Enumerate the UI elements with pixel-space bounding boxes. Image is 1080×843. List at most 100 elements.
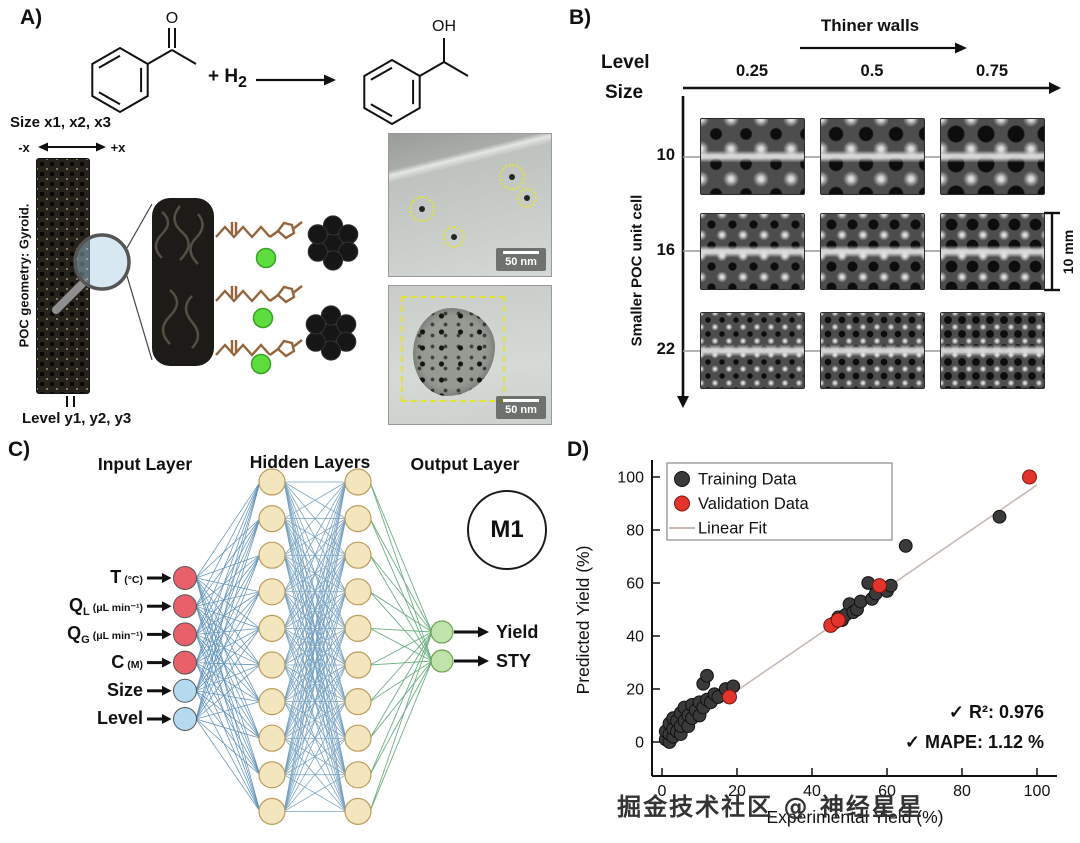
legend-label: Linear Fit: [698, 520, 767, 538]
magnifier-icon: [52, 203, 153, 361]
legend-marker: [674, 495, 690, 512]
y-tick-label: 20: [626, 682, 644, 699]
ionic-liquid-spheres: [250, 247, 277, 375]
scatter-point: [853, 594, 868, 609]
gyroid-sample-16-0.5: [820, 213, 925, 290]
plus-h-text: + H: [208, 66, 239, 87]
legend-box: [666, 462, 893, 541]
plus-h2-label: + H2: [208, 66, 247, 92]
x-axis-title: Experimental Yield (%): [766, 807, 943, 827]
gyroid-sample-22-0.25: [700, 312, 805, 389]
input-label-Size: Size: [106, 679, 143, 700]
input-arrowhead: [162, 685, 172, 696]
x-tick-label: 40: [803, 783, 821, 800]
panel-c-label: C): [8, 438, 31, 461]
output-node-Yield: [430, 620, 454, 644]
network-labels: T (°C) QL (μL min⁻¹) QG (μL min⁻¹) C (M) Size Lev…: [0, 430, 555, 843]
gyroid-sample-22-0.5: [820, 312, 925, 389]
thiner-walls-label: Thiner walls: [820, 16, 920, 35]
scatter-point: [872, 578, 887, 594]
polymer-chain: [215, 285, 303, 304]
acetophenone-structure: [91, 28, 197, 114]
wall-thickness-axis: [683, 82, 1061, 94]
watermark-text: 掘金技术社区 @ 神经星星: [617, 793, 924, 821]
output-node-STY: [430, 649, 454, 673]
polymer-chain: [215, 221, 303, 240]
nanoparticle-highlight-circle: [499, 164, 525, 190]
plus-x-label: +x: [111, 140, 127, 155]
size-value-label: 10: [656, 146, 675, 164]
gyroid-sample-16-0.75: [940, 213, 1045, 290]
zoom-gyroid-texture: [154, 205, 204, 349]
gyroid-grid: 0.25 0.5 0.75 10 16 22: [555, 0, 1080, 430]
scatter-point: [992, 509, 1007, 524]
reaction-arrow: [256, 74, 336, 86]
nanoparticle-highlight-circle: [409, 196, 435, 222]
input-node-QG: [173, 622, 197, 647]
pd-nanoparticle-cluster: [305, 305, 357, 361]
panel-c: C) Input Layer Hidden Layers Output Laye…: [0, 430, 555, 843]
zoom-gyroid-region: [152, 198, 214, 366]
validation-points: [722, 469, 1037, 705]
hidden-nodes: [258, 468, 372, 825]
output-arrowhead: [478, 626, 489, 638]
panel-d-label: D): [567, 438, 590, 461]
edges-input-hidden1: [195, 481, 261, 812]
gyroid-sample-16-0.25: [700, 213, 805, 290]
edges-hidden2-output: [369, 481, 433, 812]
panel-d: D) 0 20 40 60 80 100 0 20 40 60 80 100 Experimental …: [555, 430, 1080, 843]
input-arrowhead: [162, 573, 172, 583]
scalebar-bracket: [1044, 211, 1060, 292]
gyroid-sample-10-0.75: [940, 118, 1045, 195]
output-label-STY: STY: [496, 651, 532, 671]
legend-marker: [674, 471, 690, 487]
panel-b: B) Thiner walls Level Size Smaller POC u…: [555, 0, 1080, 430]
stat-annotation: ✓ MAPE: 1.12 %: [905, 732, 1044, 752]
unit-cell-axis: [677, 96, 689, 408]
x-tick-label: 20: [728, 783, 746, 800]
phenylethanol-structure: [363, 38, 469, 126]
input-arrowhead: [162, 714, 172, 724]
model-label: M1: [490, 516, 524, 543]
scalebar-line: [503, 398, 539, 402]
gyroid-sample-10-0.5: [820, 118, 925, 195]
nanoparticle-highlight-circle: [517, 188, 537, 208]
thiner-walls-arrow: [800, 42, 967, 54]
gyroid-sample-10-0.25: [700, 118, 805, 195]
panel-b-label: B): [569, 6, 592, 29]
level-axis-label: Level: [601, 52, 650, 73]
scatter-point: [830, 612, 846, 628]
tem-image-2: 50 nm: [388, 285, 552, 425]
size-value-label: 16: [656, 241, 675, 259]
hydroxyl-label: OH: [432, 18, 456, 35]
input-node-Level: [173, 707, 197, 731]
output-layer-header: Output Layer: [410, 454, 520, 474]
tem2-scalebar: 50 nm: [496, 395, 546, 419]
scatter-point: [898, 539, 913, 553]
x-tick-label: 60: [878, 783, 896, 800]
panel-a: A) O: [0, 0, 555, 430]
hidden-layers-header: Hidden Layers: [249, 452, 371, 472]
input-arrowhead: [162, 657, 172, 668]
input-label-C: C (M): [111, 651, 143, 672]
neural-network-diagram: [147, 468, 489, 825]
y-tick-label: 0: [635, 735, 644, 752]
input-node-C: [173, 650, 197, 675]
input-label-T: T (°C): [110, 567, 143, 587]
y-tick-label: 80: [626, 523, 644, 540]
output-arrowhead: [478, 655, 489, 667]
x-tick-label: 0: [658, 783, 667, 800]
pd-nanoparticle-cluster: [307, 215, 359, 271]
size-axis-label: Size: [605, 82, 644, 103]
level-marks: [66, 396, 75, 407]
legend-label: Validation Data: [698, 495, 810, 513]
level-label: Level y1, y2, y3: [22, 410, 132, 427]
scalebar-line: [503, 250, 539, 254]
tem1-scale-label: 50 nm: [505, 256, 537, 268]
scatter-point: [722, 689, 737, 705]
y-tick-label: 60: [626, 576, 644, 593]
smaller-poc-label: Smaller POC unit cell: [628, 194, 646, 347]
tem1-scalebar: 50 nm: [496, 247, 546, 271]
scatter-point: [700, 668, 714, 683]
